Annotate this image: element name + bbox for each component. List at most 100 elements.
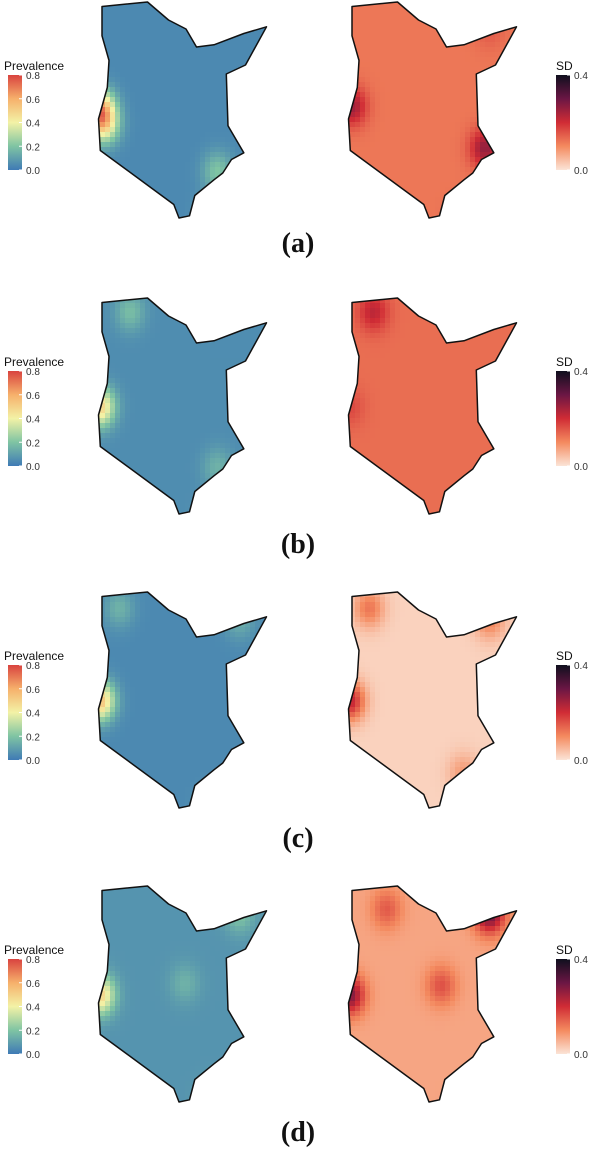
map-cell [255,57,261,63]
map-cell [120,323,126,329]
map-cell [410,162,416,168]
map-cell [180,132,186,138]
map-cell [410,107,416,113]
map-cell [170,222,176,228]
map-cell [490,192,496,198]
map-cell [400,212,406,218]
map-cell [445,207,451,213]
map-cell [165,22,171,28]
map-cell [405,52,411,58]
map-cell [265,187,267,193]
map-cell [510,62,516,68]
map-cell [250,343,256,349]
map-cell [220,57,226,63]
map-cell [145,513,151,514]
map-cell [430,182,436,188]
map-cell [185,448,191,454]
map-cell [465,202,471,208]
map-cell [260,117,266,123]
map-cell [205,358,211,364]
map-cell [160,112,166,118]
map-cell [385,197,391,203]
map-cell [220,363,226,369]
map-cell [180,458,186,464]
map-cell [255,313,261,319]
map-cell [180,468,186,474]
map-cell [105,167,111,173]
map-cell [180,338,186,344]
map-cell [360,303,366,309]
map-cell [360,27,366,33]
map-cell [180,358,186,364]
map-cell [195,463,201,469]
map-cell [430,67,436,73]
map-cell [125,87,131,93]
map-cell [205,333,211,339]
map-cell [215,2,221,8]
map-cell [160,513,166,514]
map-cell [365,102,371,108]
map-cell [370,197,376,203]
map-cell [210,47,216,53]
map-cell [250,87,256,93]
map-cell [400,107,406,113]
map-cell [395,72,401,78]
map-cell [400,47,406,53]
map-cell [185,383,191,389]
map-cell [370,137,376,143]
map-cell [435,202,441,208]
map-cell [425,167,431,173]
map-cell [235,408,241,414]
map-cell [255,498,261,504]
map-cell [405,32,411,38]
map-cell [480,122,486,128]
map-cell [400,22,406,28]
map-cell [110,42,116,48]
map-cell [355,202,361,208]
map-cell [110,363,116,369]
map-cell [265,503,267,509]
map-cell [155,368,161,374]
map-cell [210,363,216,369]
map-cell [385,17,391,23]
map-cell [245,157,251,163]
map-cell [115,207,121,213]
map-cell [370,142,376,148]
map-cell [410,127,416,133]
map-cell [130,503,136,509]
map-cell [255,513,261,514]
map-cell [190,403,196,409]
map-cell [490,323,496,329]
map-cell [400,37,406,43]
map-cell [450,12,456,18]
map-cell [365,62,371,68]
map-cell [415,202,421,208]
map-cell [145,368,151,374]
map-cell [165,488,171,494]
map-cell [130,47,136,53]
map-cell [215,493,221,499]
map-cell [435,32,441,38]
map-cell [440,323,446,329]
map-cell [225,197,231,203]
map-cell [425,7,431,13]
map-cell [100,373,106,379]
map-cell [120,358,126,364]
map-cell [145,473,151,479]
map-cell [190,418,196,424]
map-cell [460,217,466,218]
map-cell [435,42,441,48]
map-cell [240,12,246,18]
map-cell [180,177,186,183]
map-cell [180,433,186,439]
map-cell [245,463,251,469]
map-cell [135,207,141,213]
map-cell [400,202,406,208]
map-cell [485,298,491,304]
map-cell [460,37,466,43]
map-cell [400,182,406,188]
map-cell [98,413,101,419]
map-cell [460,127,466,133]
legend-tick-label: 0.8 [26,367,40,378]
map-cell [100,503,106,509]
